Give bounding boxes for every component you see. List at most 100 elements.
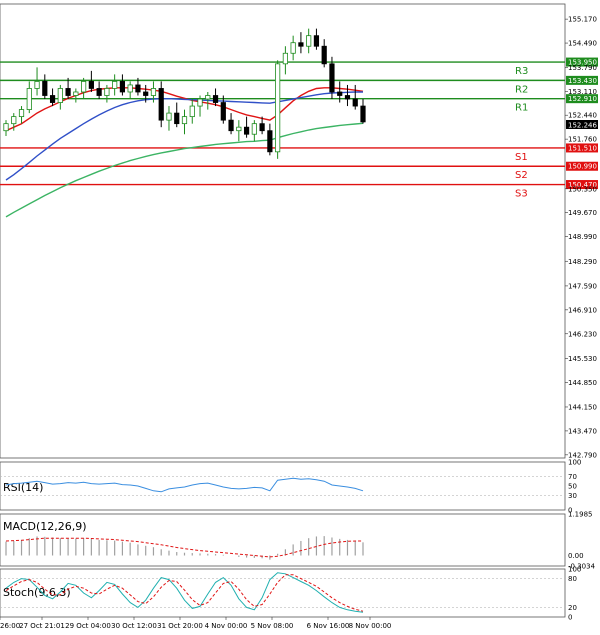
level-badge-label-s3: 150.470 (568, 181, 597, 189)
rsi-series-line (5, 477, 364, 493)
stoch-tick-label: 100 (568, 566, 581, 574)
candle-bear (143, 91, 149, 96)
time-tick-label: 27 Oct 21:01 (19, 622, 65, 630)
rsi-tick-label: 0 (568, 507, 572, 515)
price-tick-label: 144.150 (568, 403, 597, 411)
time-tick-label: 31 Oct 20:00 (157, 622, 203, 630)
pivot-levels: R3 153.950 R2 153.430 R1 152.910 S1 151.510 S2 15… (0, 57, 598, 200)
macd-tick-label: 1.1985 (568, 511, 593, 519)
price-tick-label: 146.910 (568, 306, 597, 314)
candle-bear (337, 91, 343, 96)
candle-bull (34, 81, 40, 89)
candle-bull (251, 123, 257, 135)
level-name-r3: R3 (515, 66, 528, 77)
macd-panel: MACD(12,26,9) 1.1985 0.00 -0.3034 (0, 511, 596, 571)
main-price-panel: R3 153.950 R2 153.430 R1 152.910 S1 151.510 S2 15… (0, 3, 598, 459)
candle-bull (11, 116, 17, 125)
macd-tick-label: 0.00 (568, 552, 584, 560)
stoch-tick-label: 80 (568, 575, 577, 583)
level-badge-r3 (566, 57, 598, 67)
candle-bear (49, 95, 56, 103)
candle-bear (344, 95, 351, 100)
candle-bear (267, 130, 273, 153)
candles (3, 28, 366, 159)
time-tick-label: 4 Nov 00:00 (205, 622, 248, 630)
candle-bear (360, 105, 366, 123)
level-badge-r1 (566, 94, 598, 104)
rsi-label: RSI(14) (3, 481, 43, 494)
moving-average-line-3 (5, 122, 364, 218)
candle-bear (228, 119, 234, 132)
candle-bull (236, 126, 242, 132)
stoch-label: Stoch(9,6,3) (3, 586, 71, 599)
candle-bear (119, 81, 126, 93)
candle-bear (313, 35, 320, 47)
stoch-k-line (5, 572, 364, 613)
level-badge-label-s2: 150.990 (568, 163, 597, 171)
price-tick-label: 149.670 (568, 209, 597, 217)
time-tick-label: 30 Oct 12:00 (111, 622, 157, 630)
macd-label: MACD(12,26,9) (3, 520, 87, 533)
price-tick-label: 155.170 (568, 16, 597, 24)
candle-bear (352, 98, 358, 107)
level-name-r1: R1 (515, 103, 528, 114)
candle-bull (205, 95, 211, 100)
candle-bear (220, 102, 226, 121)
time-tick-label: 29 Oct 04:00 (65, 622, 111, 630)
macd-histogram (5, 536, 364, 560)
level-badge-s3 (566, 180, 598, 190)
candle-bull (181, 116, 188, 125)
candle-bull (26, 88, 32, 110)
macd-axis: 1.1985 0.00 -0.3034 (568, 511, 596, 571)
candle-bear (298, 42, 304, 47)
rsi-tick-label: 100 (568, 459, 581, 467)
level-badge-label-r3: 153.950 (568, 59, 597, 67)
candle-bull (73, 91, 79, 96)
price-tick-label: 145.530 (568, 355, 597, 363)
candle-bull (104, 88, 110, 96)
rsi-tick-label: 70 (568, 473, 577, 481)
stoch-d-line (5, 574, 364, 612)
candle-bear (135, 84, 141, 93)
candle-bull (197, 98, 203, 107)
level-name-r2: R2 (515, 84, 528, 95)
candle-bear (158, 88, 164, 121)
time-tick-label: 26:00 (0, 622, 20, 630)
price-tick-label: 153.110 (568, 88, 597, 96)
level-badge-s2 (566, 161, 598, 171)
candle-bull (282, 52, 288, 65)
level-name-s1: S1 (515, 152, 528, 163)
candle-bear (88, 81, 94, 89)
moving-average-line-2 (5, 91, 363, 181)
candle-bull (189, 105, 195, 118)
price-tick-label: 142.790 (568, 451, 597, 459)
candle-bull (275, 63, 281, 153)
price-tick-label: 146.230 (568, 330, 597, 338)
time-tick-label: 8 Nov 00:00 (349, 622, 392, 630)
level-badge-label-r2: 153.430 (568, 77, 597, 85)
candle-bull (290, 42, 296, 54)
candle-bull (112, 81, 118, 89)
moving-averages (5, 87, 364, 218)
level-badge-s1 (566, 143, 598, 153)
price-axis: 155.170 154.490 153.790 153.110 152.440 151.7… (565, 16, 597, 459)
candle-bull (306, 35, 312, 47)
candle-bear (174, 112, 180, 125)
moving-average-line-1 (5, 87, 364, 132)
price-tick-label: 154.490 (568, 40, 597, 48)
candle-bull (166, 112, 172, 121)
price-tick-label: 151.760 (568, 136, 597, 144)
level-badge-label-s1: 151.510 (568, 144, 597, 152)
rsi-tick-label: 30 (568, 492, 577, 500)
price-tick-label: 147.590 (568, 282, 597, 290)
current-price-marker: 152.246 (566, 120, 598, 130)
candle-bull (57, 88, 63, 103)
price-tick-label: 150.350 (568, 185, 597, 193)
price-tick-label: 153.790 (568, 64, 597, 72)
current-price-label: 152.246 (568, 122, 597, 130)
